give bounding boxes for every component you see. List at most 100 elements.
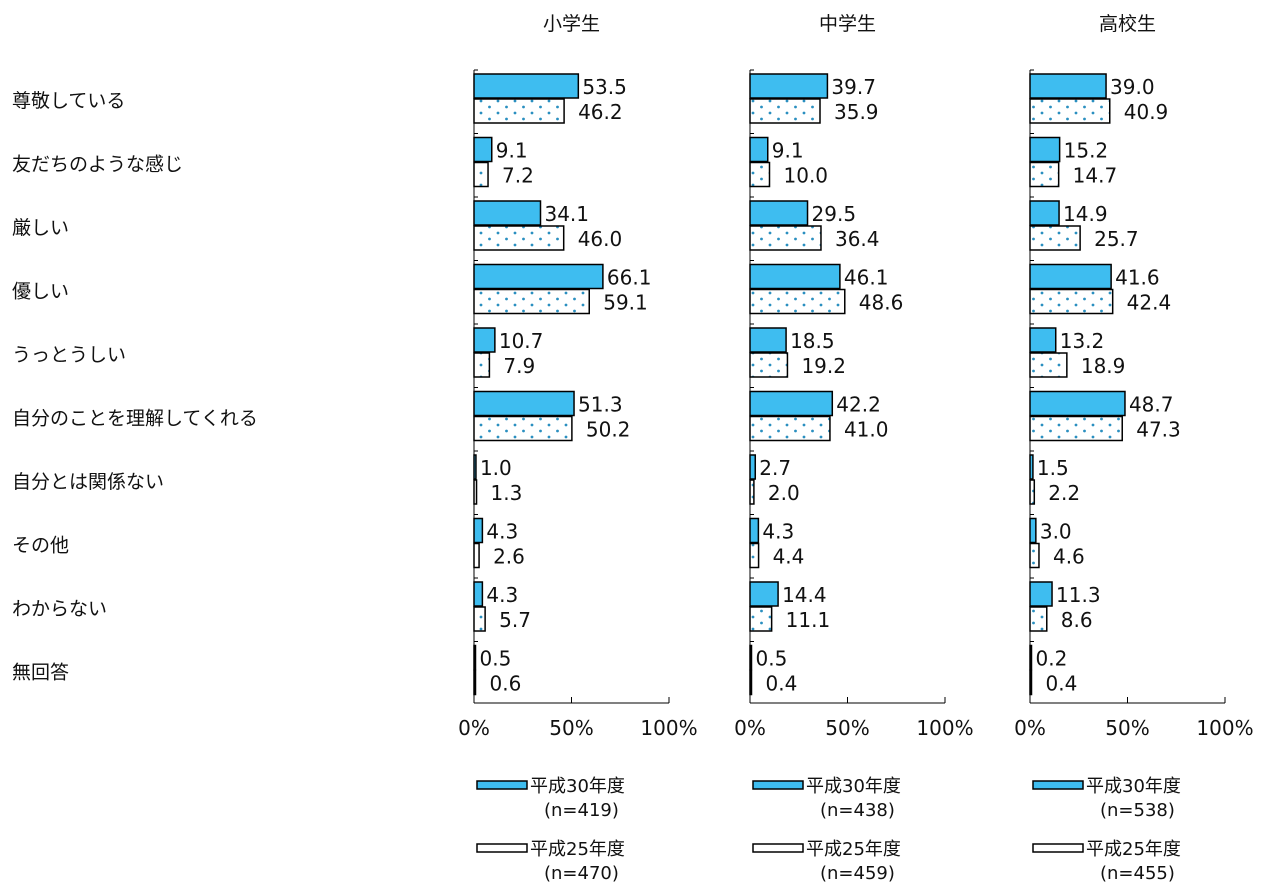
value-label: 2.6 <box>493 545 525 569</box>
bar-series2 <box>749 606 773 632</box>
bar-series1 <box>1029 200 1060 226</box>
value-label: 4.6 <box>1053 545 1085 569</box>
value-label: 0.5 <box>756 647 788 671</box>
bar-series2 <box>749 542 760 569</box>
bar-series1 <box>1029 73 1107 99</box>
chart-panel: 小学生 0% 50% 100% 53.5 9.1 34.1 66.1 10.7 51.3 1.0 4.… <box>458 13 697 884</box>
legend-swatch-series1 <box>1032 780 1084 790</box>
bar-series1 <box>473 454 477 480</box>
bar-series2 <box>1029 352 1068 378</box>
bar-series2 <box>1029 415 1123 442</box>
value-label: 35.9 <box>834 100 879 124</box>
bar-series1 <box>1029 581 1053 607</box>
bar-series2 <box>473 606 486 632</box>
value-label: 18.9 <box>1081 354 1126 378</box>
category-label: 優しい <box>12 281 69 303</box>
bar-series1 <box>473 263 604 290</box>
value-label: 1.0 <box>480 456 512 480</box>
value-label: 5.7 <box>499 608 531 632</box>
value-label: 4.3 <box>486 520 518 544</box>
value-label: 25.7 <box>1094 227 1139 251</box>
bar-series1 <box>749 581 779 607</box>
value-label: 3.0 <box>1040 520 1072 544</box>
bar-series2 <box>749 479 755 505</box>
bar-series2 <box>1029 161 1060 188</box>
legend-label: 平成30年度 <box>806 776 901 797</box>
x-tick-label: 0% <box>458 716 490 740</box>
bar-series1 <box>473 327 496 353</box>
x-tick-label: 0% <box>1014 716 1046 740</box>
bar-series1 <box>473 581 484 607</box>
category-label: 尊敬している <box>12 90 125 112</box>
x-tick-label: 0% <box>734 716 766 740</box>
value-label: 47.3 <box>1136 418 1181 442</box>
category-label: 自分のことを理解してくれる <box>12 408 258 430</box>
bar-series1 <box>473 136 493 163</box>
value-label: 42.4 <box>1127 291 1172 315</box>
legend-sample-size: (n=459) <box>820 863 895 884</box>
value-label: 29.5 <box>812 202 857 226</box>
value-label: 0.5 <box>480 647 512 671</box>
legend-sample-size: (n=455) <box>1100 863 1175 884</box>
value-label: 4.3 <box>486 583 518 607</box>
legend-sample-size: (n=419) <box>544 800 619 821</box>
bar-series2 <box>749 669 753 696</box>
category-label: 無回答 <box>12 662 69 684</box>
bar-series1 <box>1029 390 1126 417</box>
bar-series1 <box>473 200 542 226</box>
value-label: 39.7 <box>831 75 876 99</box>
legend-label: 平成25年度 <box>806 839 901 860</box>
legend-sample-size: (n=470) <box>544 863 619 884</box>
category-label: うっとうしい <box>12 344 126 366</box>
bar-series1 <box>1029 327 1057 353</box>
bar-series2 <box>473 415 573 442</box>
value-label: 40.9 <box>1124 100 1169 124</box>
value-label: 1.3 <box>491 481 523 505</box>
bar-series2 <box>473 98 565 124</box>
category-label: 友だちのような感じ <box>12 154 183 176</box>
value-label: 59.1 <box>603 291 648 315</box>
bar-series2 <box>473 225 565 251</box>
bar-series2 <box>473 542 480 569</box>
category-label: わからない <box>12 598 107 620</box>
bar-series1 <box>1029 263 1112 290</box>
bar-series2 <box>1029 225 1081 251</box>
value-label: 41.6 <box>1115 266 1160 290</box>
x-tick-label: 50% <box>549 716 593 740</box>
panels: 小学生 0% 50% 100% 53.5 9.1 34.1 66.1 10.7 51.3 1.0 4.… <box>458 13 1253 884</box>
x-tick-label: 50% <box>1105 716 1149 740</box>
legend-sample-size: (n=538) <box>1100 800 1175 821</box>
bar-series1 <box>1029 454 1034 480</box>
legend-label: 平成25年度 <box>530 839 625 860</box>
bar-series1 <box>1029 644 1033 671</box>
panel-title: 高校生 <box>1099 13 1156 35</box>
x-tick-label: 50% <box>825 716 869 740</box>
value-label: 41.0 <box>844 418 889 442</box>
bar-series1 <box>749 327 787 353</box>
bar-series2 <box>1029 98 1111 124</box>
legend-swatch-series2 <box>1032 843 1084 853</box>
bar-series1 <box>473 390 575 417</box>
bar-series1 <box>749 517 760 544</box>
panel-title: 小学生 <box>543 13 600 35</box>
legend-label: 平成30年度 <box>530 776 625 797</box>
value-label: 2.0 <box>768 481 800 505</box>
category-label: 厳しい <box>12 217 69 239</box>
bar-series2 <box>473 161 489 188</box>
value-label: 66.1 <box>607 266 652 290</box>
value-label: 53.5 <box>582 75 627 99</box>
value-label: 4.3 <box>762 520 794 544</box>
value-label: 9.1 <box>772 139 804 163</box>
value-label: 0.2 <box>1036 647 1068 671</box>
value-label: 42.2 <box>836 393 881 417</box>
bar-series2 <box>473 479 478 505</box>
value-label: 19.2 <box>801 354 846 378</box>
bar-series2 <box>473 352 491 378</box>
value-label: 11.3 <box>1056 583 1101 607</box>
value-label: 4.4 <box>773 545 805 569</box>
bar-series2 <box>1029 669 1033 696</box>
value-label: 15.2 <box>1064 139 1109 163</box>
x-tick-label: 100% <box>640 716 697 740</box>
value-label: 46.2 <box>578 100 623 124</box>
value-label: 46.1 <box>844 266 889 290</box>
